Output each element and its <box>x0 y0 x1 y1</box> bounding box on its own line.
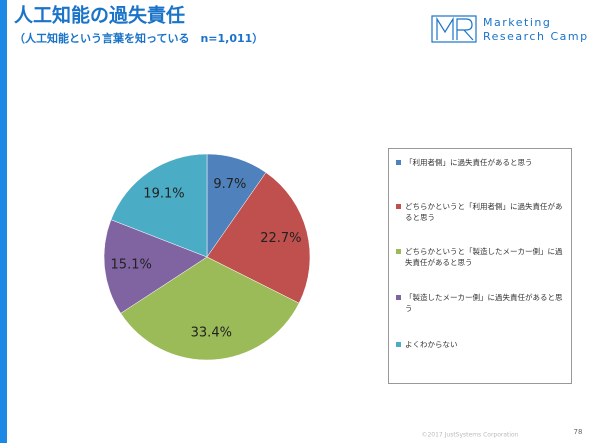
legend-label: よくわからない <box>405 340 458 349</box>
logo-mark <box>431 15 477 43</box>
side-bar <box>0 0 7 443</box>
legend-item: 「製造したメーカー側」に過失責任があると思う <box>396 292 566 314</box>
page-number: 78 <box>574 428 583 436</box>
legend-item: よくわからない <box>396 339 566 350</box>
chart-title: 人工知能の過失責任 <box>14 4 185 27</box>
data-label: 33.4% <box>191 326 232 341</box>
legend-label: どちらかというと「利用者側」に過失責任があると思う <box>405 202 563 222</box>
chart-subtitle: （人工知能という言葉を知っている n=1,011） <box>14 31 263 45</box>
pie-slice <box>110 153 208 258</box>
pie-slice <box>206 172 311 304</box>
legend-swatch <box>396 342 401 347</box>
logo-text: Research Camp <box>483 30 589 43</box>
data-label: 9.7% <box>213 177 246 192</box>
legend-label: どちらかというと「製造したメーカー側」に過失責任があると思う <box>405 247 563 267</box>
pie-slice <box>103 219 208 314</box>
legend-item: どちらかというと「利用者側」に過失責任があると思う <box>396 201 566 223</box>
logo-text: Marketing <box>483 16 551 29</box>
legend-label: 「製造したメーカー側」に過失責任があると思う <box>405 293 563 313</box>
legend-item: 「利用者側」に過失責任があると思う <box>396 157 566 168</box>
pie-slice <box>120 256 300 361</box>
data-label: 19.1% <box>143 187 184 202</box>
data-label: 15.1% <box>111 257 152 272</box>
legend: 「利用者側」に過失責任があると思うどちらかというと「利用者側」に過失責任があると… <box>388 148 572 384</box>
legend-swatch <box>396 295 401 300</box>
legend-swatch <box>396 160 401 165</box>
legend-swatch <box>396 204 401 209</box>
legend-label: 「利用者側」に過失責任があると思う <box>405 158 533 167</box>
data-label: 22.7% <box>260 231 301 246</box>
legend-item: どちらかというと「製造したメーカー側」に過失責任があると思う <box>396 246 566 268</box>
copyright: ©2017 JustSystems Corporation <box>421 432 518 439</box>
legend-swatch <box>396 249 401 254</box>
